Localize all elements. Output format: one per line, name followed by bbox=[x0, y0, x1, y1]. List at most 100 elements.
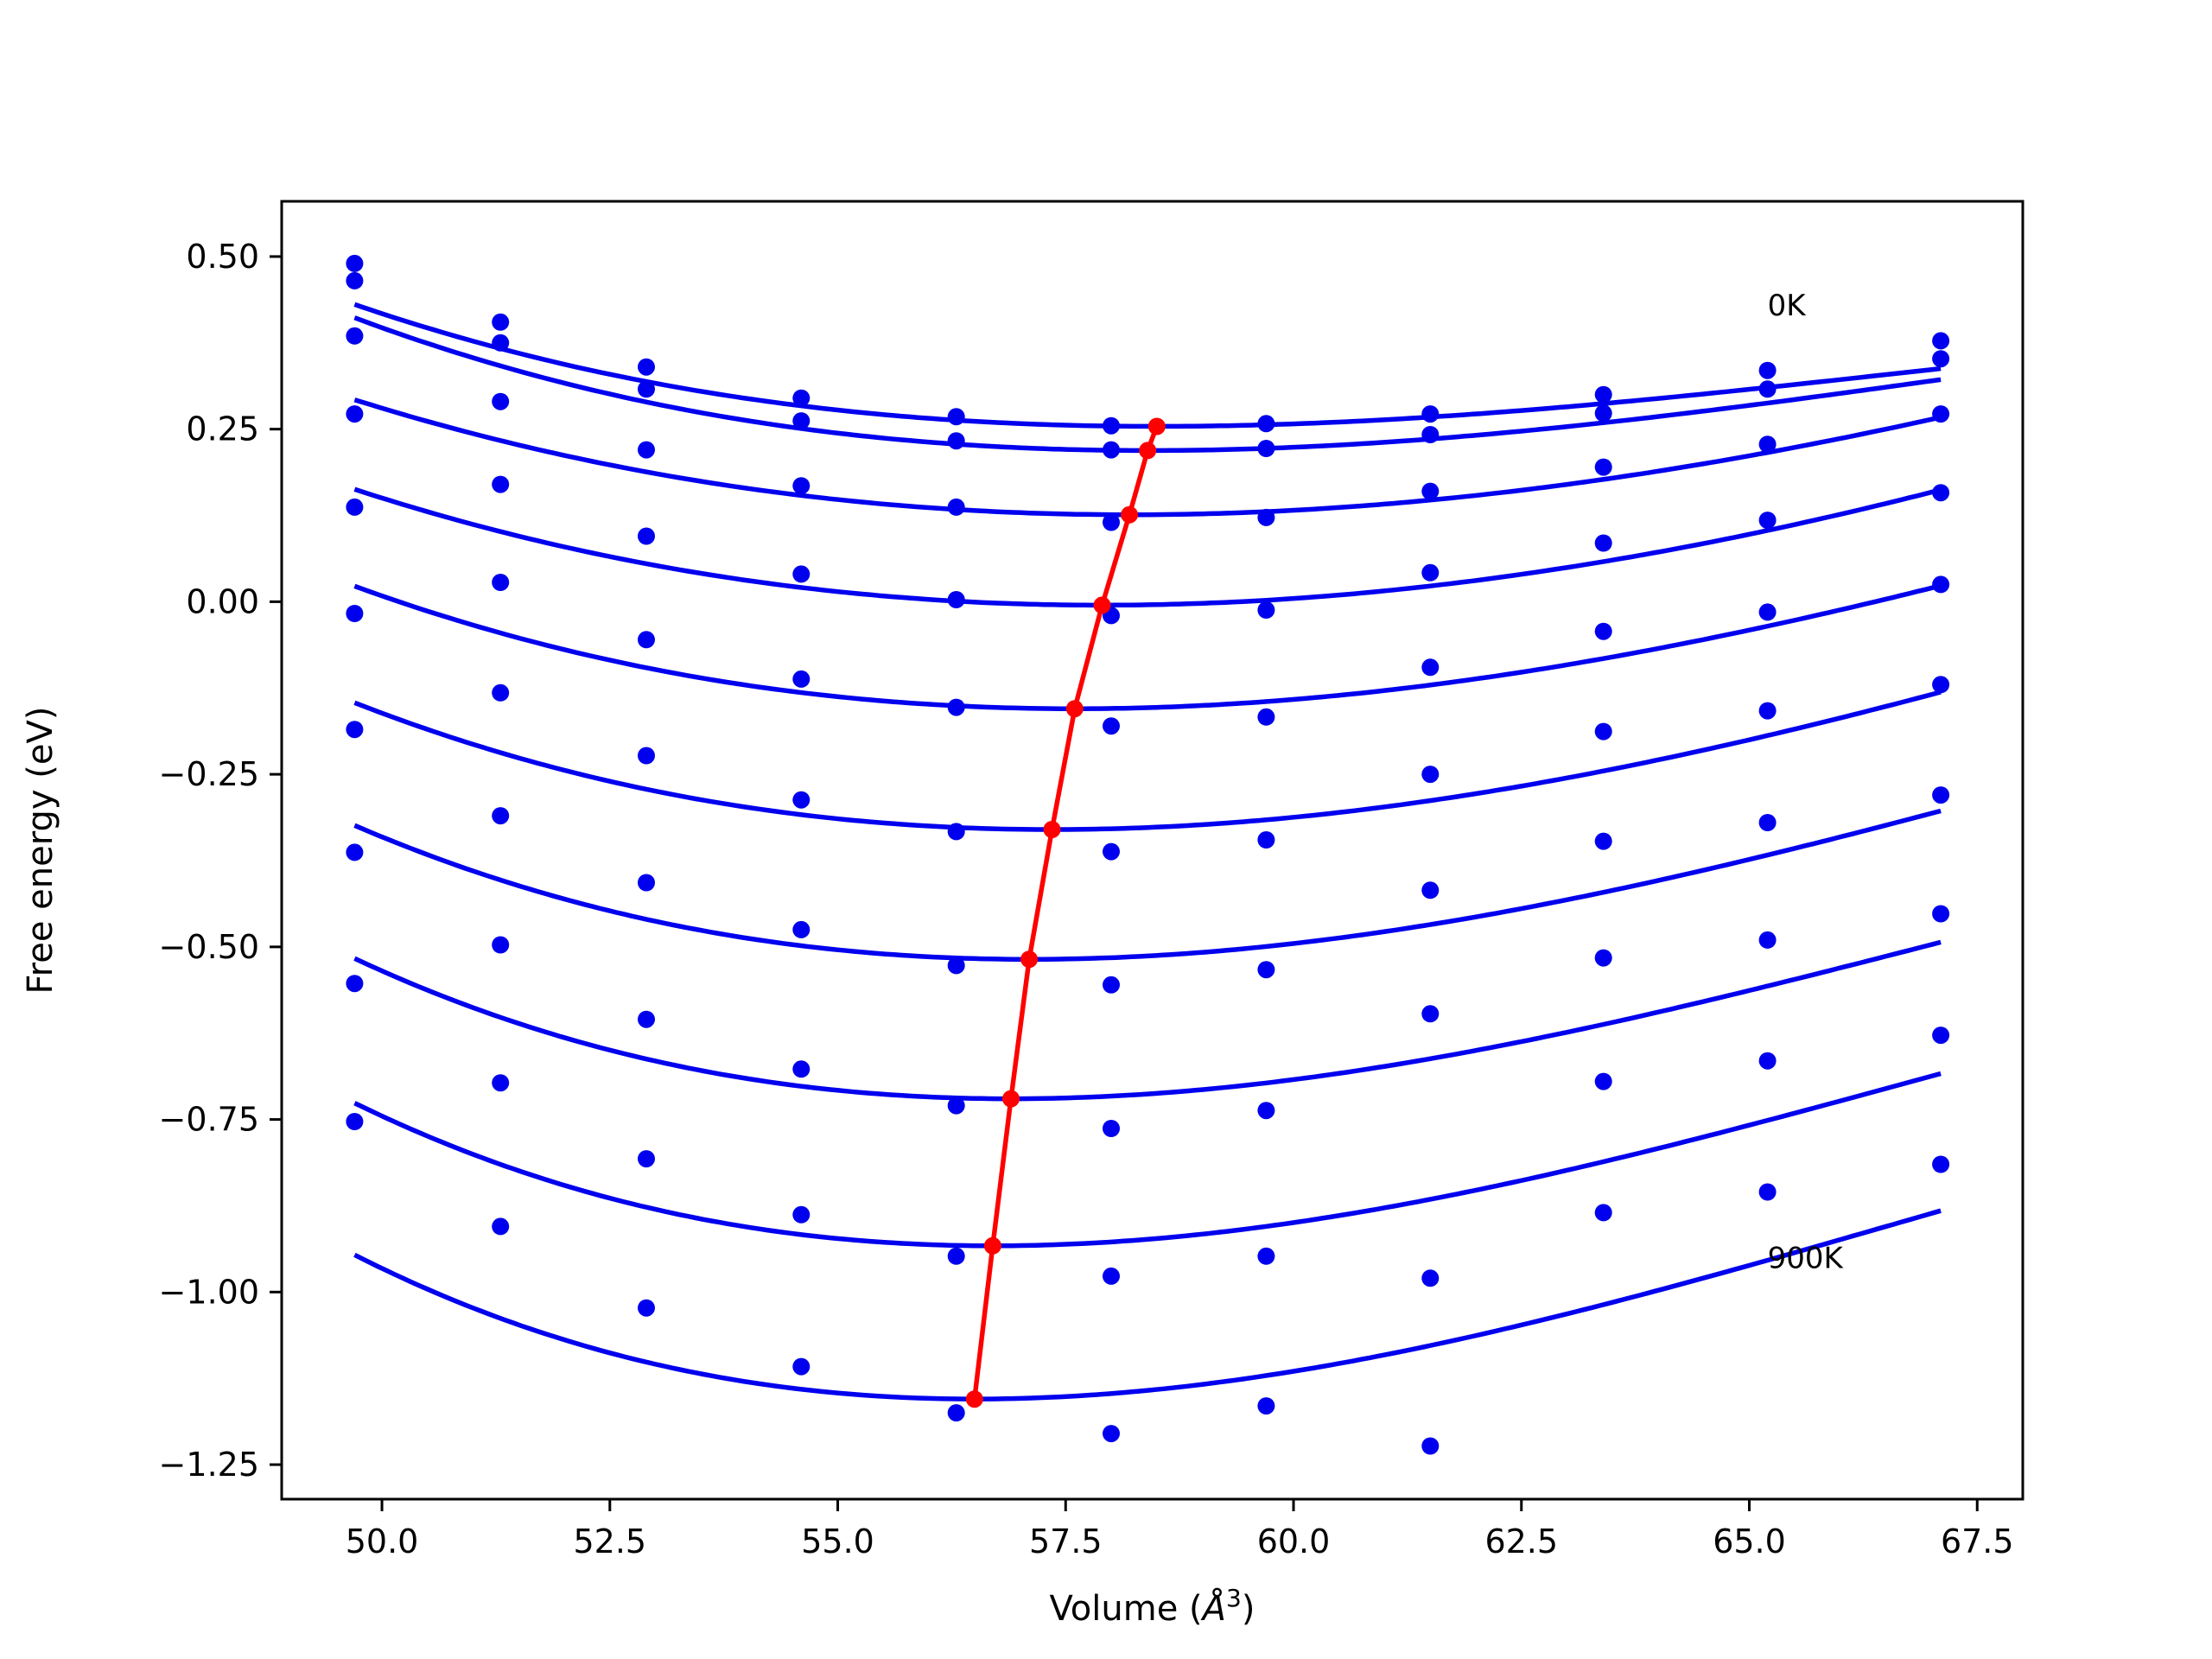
data-point bbox=[346, 721, 364, 739]
data-point bbox=[1421, 766, 1440, 784]
data-point bbox=[947, 591, 965, 608]
minimum-point bbox=[1065, 700, 1084, 718]
data-point bbox=[1257, 1247, 1275, 1265]
data-point bbox=[792, 565, 810, 583]
data-point bbox=[792, 1060, 810, 1078]
data-point bbox=[1257, 601, 1275, 619]
fit-curve-4 bbox=[353, 583, 1942, 711]
data-point bbox=[947, 1404, 965, 1422]
x-axis-label-superscript: 3 bbox=[1226, 1584, 1242, 1612]
data-point bbox=[1421, 658, 1440, 677]
data-point bbox=[638, 358, 655, 376]
data-point bbox=[638, 1150, 655, 1168]
data-point bbox=[1932, 332, 1950, 350]
x-axis-label-close: ) bbox=[1242, 1589, 1255, 1629]
data-point bbox=[346, 843, 364, 861]
data-point bbox=[638, 380, 655, 398]
data-point bbox=[492, 392, 510, 410]
x-tick-label: 65.0 bbox=[1713, 1522, 1786, 1560]
data-point bbox=[1594, 622, 1612, 640]
data-point bbox=[1103, 1267, 1120, 1285]
fit-curve-2 bbox=[353, 397, 1942, 518]
data-point bbox=[947, 1247, 965, 1265]
data-point bbox=[1257, 1102, 1275, 1120]
data-point bbox=[492, 936, 510, 954]
annotations: 0K 900K bbox=[1768, 289, 1845, 1276]
data-point bbox=[792, 670, 810, 688]
data-point bbox=[1594, 722, 1612, 741]
data-point bbox=[1103, 1120, 1120, 1137]
data-point bbox=[492, 683, 510, 702]
x-axis-label-text: Volume ( bbox=[1050, 1589, 1203, 1629]
data-point bbox=[1103, 976, 1120, 994]
data-point bbox=[1421, 881, 1440, 899]
data-point bbox=[1421, 482, 1440, 500]
data-point bbox=[346, 975, 364, 993]
fit-curve-7 bbox=[353, 939, 1942, 1102]
data-point bbox=[492, 574, 510, 591]
data-point bbox=[346, 271, 364, 289]
data-point bbox=[1594, 404, 1612, 423]
data-point bbox=[638, 441, 655, 459]
data-point bbox=[792, 791, 810, 809]
minimum-point bbox=[1121, 505, 1139, 524]
x-tick-label: 55.0 bbox=[801, 1522, 874, 1560]
minimum-point bbox=[1147, 417, 1166, 435]
y-tick-label: −0.50 bbox=[159, 928, 259, 966]
data-point bbox=[492, 1217, 510, 1236]
data-point bbox=[947, 1096, 965, 1115]
data-point bbox=[1932, 405, 1950, 423]
fit-curve-6 bbox=[353, 808, 1942, 962]
data-point bbox=[346, 327, 364, 345]
data-point bbox=[1103, 416, 1120, 435]
data-point bbox=[638, 874, 655, 892]
fit-curve-3 bbox=[353, 486, 1942, 608]
x-axis-label-symbol: Å bbox=[1200, 1587, 1226, 1629]
y-tick-label: −1.25 bbox=[159, 1446, 259, 1484]
data-point bbox=[638, 1010, 655, 1028]
y-tick-label: −0.75 bbox=[159, 1101, 259, 1139]
minima-line bbox=[965, 417, 1166, 1408]
data-point bbox=[492, 807, 510, 825]
y-axis-label: Free energy (eV) bbox=[21, 707, 60, 995]
data-point bbox=[1103, 842, 1120, 861]
data-point bbox=[1758, 1052, 1777, 1070]
data-point bbox=[1932, 575, 1950, 594]
data-point bbox=[1932, 350, 1950, 368]
data-point bbox=[1594, 1204, 1612, 1222]
x-tick-label: 60.0 bbox=[1257, 1522, 1331, 1560]
data-point bbox=[1758, 380, 1777, 398]
minimum-point bbox=[1139, 442, 1157, 460]
data-point bbox=[346, 498, 364, 516]
y-tick-label: −0.25 bbox=[159, 755, 259, 793]
data-point bbox=[1103, 1425, 1120, 1443]
data-point bbox=[792, 389, 810, 407]
minimum-point bbox=[1093, 596, 1111, 614]
data-point bbox=[1758, 1183, 1777, 1201]
x-tick-label: 62.5 bbox=[1484, 1522, 1558, 1560]
y-tick-label: −1.00 bbox=[159, 1273, 259, 1311]
data-point bbox=[1257, 831, 1275, 849]
data-point bbox=[1257, 440, 1275, 457]
data-point bbox=[492, 334, 510, 352]
curve-annotation: 0K bbox=[1768, 289, 1808, 323]
data-point bbox=[1758, 931, 1777, 949]
data-point bbox=[1932, 1027, 1950, 1045]
x-axis-ticks: 50.0 52.5 55.0 57.5 60.0 62.5 65.0 67.5 bbox=[346, 1499, 2014, 1560]
data-point bbox=[346, 254, 364, 272]
data-point bbox=[638, 527, 655, 545]
data-point bbox=[492, 475, 510, 493]
data-point bbox=[792, 477, 810, 495]
data-point bbox=[638, 747, 655, 765]
data-point bbox=[947, 823, 965, 841]
data-point bbox=[1932, 676, 1950, 694]
plot-frame bbox=[280, 200, 2024, 1501]
data-point bbox=[1594, 949, 1612, 967]
data-point bbox=[492, 313, 510, 331]
data-point bbox=[1758, 603, 1777, 621]
data-point bbox=[346, 605, 364, 622]
minimum-point bbox=[1020, 950, 1039, 969]
data-point bbox=[1758, 512, 1777, 530]
x-axis-label: Volume (Å3) bbox=[1050, 1584, 1255, 1629]
